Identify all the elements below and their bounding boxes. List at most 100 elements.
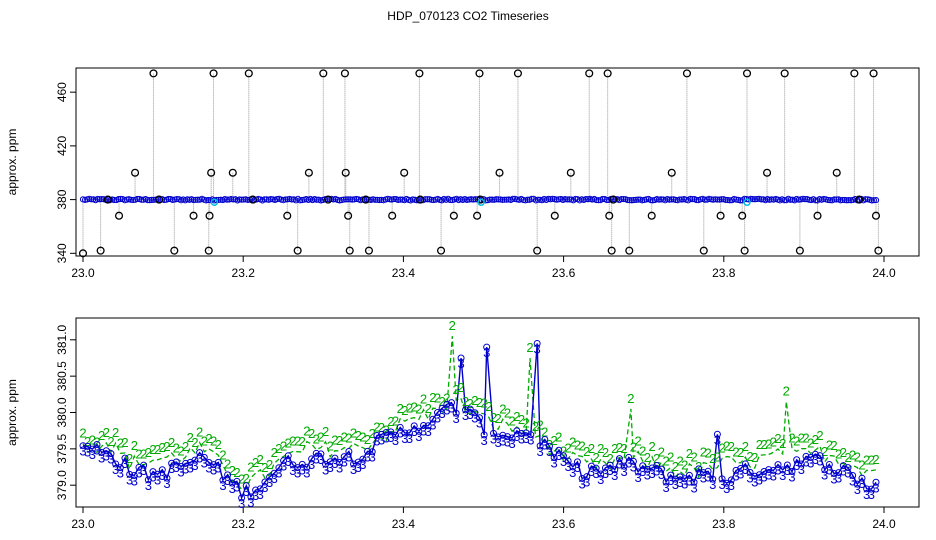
series-2-marker: 2 [639, 443, 646, 458]
baseline-point [150, 196, 158, 203]
outlier-point [855, 195, 864, 204]
baseline-point [749, 196, 756, 203]
series-2-marker: 2 [849, 447, 856, 462]
outlier-point [415, 69, 424, 78]
baseline-point [572, 195, 579, 203]
series-3-marker: 3 [509, 436, 516, 451]
series-3-point [555, 446, 563, 454]
series-2-marker: 2 [107, 434, 114, 449]
series-2-marker: 2 [364, 432, 371, 447]
series-3-point [732, 466, 740, 474]
series-3-marker: 3 [98, 451, 105, 466]
series-3-point [765, 466, 773, 474]
series-3-marker: 3 [173, 460, 180, 475]
series-3-point [545, 442, 553, 450]
series-2-marker: 2 [565, 441, 572, 456]
series-2-marker: 2 [257, 452, 264, 467]
series-3-marker: 3 [369, 450, 376, 465]
series-3-marker: 3 [313, 451, 320, 466]
series-2-marker: 2 [569, 434, 576, 449]
baseline-point [714, 196, 721, 203]
series-2-marker: 2 [765, 437, 772, 452]
outlier-point [170, 246, 179, 255]
series-2-marker: 2 [541, 425, 548, 440]
series-3-marker: 3 [359, 457, 366, 472]
series-3-point [280, 457, 288, 465]
outlier-point [874, 246, 883, 255]
series-2-marker: 2 [443, 390, 450, 405]
series-3-point [629, 457, 637, 465]
series-3-point [849, 472, 857, 480]
outlier-point [340, 69, 349, 78]
series-3-marker: 3 [579, 476, 586, 491]
series-3-marker: 3 [630, 459, 637, 474]
series-3-marker: 3 [723, 481, 730, 496]
series-3-point [844, 464, 852, 472]
series-3-marker: 3 [145, 478, 152, 493]
series-3-marker: 3 [634, 470, 641, 485]
baseline-point [524, 196, 531, 203]
outlier-point [716, 211, 725, 220]
series-2-marker: 2 [526, 340, 533, 355]
outlier-point [475, 69, 484, 78]
series-3-marker: 3 [420, 423, 427, 438]
series-3-marker: 3 [257, 487, 264, 502]
series-3-point [550, 454, 558, 462]
series-3-point [783, 461, 791, 469]
series-2-marker: 2 [774, 431, 781, 446]
series-2-marker: 2 [252, 455, 259, 470]
outlier-point [207, 168, 216, 177]
series-3-point [853, 480, 861, 488]
series-3-point [573, 458, 581, 466]
series-3-marker: 3 [784, 463, 791, 478]
series-3-marker: 3 [378, 432, 385, 447]
series-2-marker: 2 [742, 439, 749, 454]
outlier-point [341, 168, 350, 177]
baseline-point [626, 197, 633, 204]
baseline-point [833, 196, 840, 203]
outlier-point [449, 211, 458, 220]
series-2-marker: 2 [126, 451, 133, 466]
series-3-marker: 3 [350, 462, 357, 477]
series-3-marker: 3 [658, 467, 665, 482]
series-2-marker: 2 [513, 409, 520, 424]
series-3-point [863, 485, 871, 493]
series-3-point [597, 470, 605, 478]
x-tick-label: 23.2 [232, 266, 256, 280]
series-3-point [858, 474, 866, 482]
series-3-point [359, 455, 367, 463]
series-3-marker: 3 [704, 469, 711, 484]
outlier-point [293, 246, 302, 255]
baseline-point [843, 197, 850, 204]
series-3-point [797, 460, 805, 468]
series-2-marker: 2 [378, 420, 385, 435]
series-3-point [364, 447, 372, 455]
series-2-marker: 2 [812, 432, 819, 447]
baseline-point [88, 196, 95, 203]
y-tick-label: 381.0 [55, 324, 69, 354]
series-3-point [308, 455, 316, 463]
series-2-marker: 2 [509, 413, 516, 428]
baseline-point [165, 195, 172, 203]
series-2-marker: 2 [103, 425, 110, 440]
series-2-marker: 2 [746, 449, 753, 464]
series-3-point [443, 400, 451, 408]
series-3-point [769, 466, 777, 474]
series-2-marker: 2 [555, 430, 562, 445]
x-tick-label: 23.6 [552, 266, 576, 280]
series-3-marker: 3 [364, 449, 371, 464]
series-3-marker: 3 [835, 471, 842, 486]
series-2-marker: 2 [233, 465, 240, 480]
series-3-point [294, 464, 302, 472]
baseline-point [751, 196, 759, 203]
series-3-point [466, 405, 474, 413]
series-3-point [592, 464, 600, 472]
baseline-point [870, 197, 878, 204]
series-2-marker: 2 [229, 463, 236, 478]
baseline-point [313, 196, 320, 203]
series-3-marker: 3 [742, 462, 749, 477]
series-3-point [676, 473, 684, 481]
series-3-marker: 3 [322, 462, 329, 477]
y-tick-label: 379.0 [55, 470, 69, 500]
series-3-point [737, 464, 745, 472]
